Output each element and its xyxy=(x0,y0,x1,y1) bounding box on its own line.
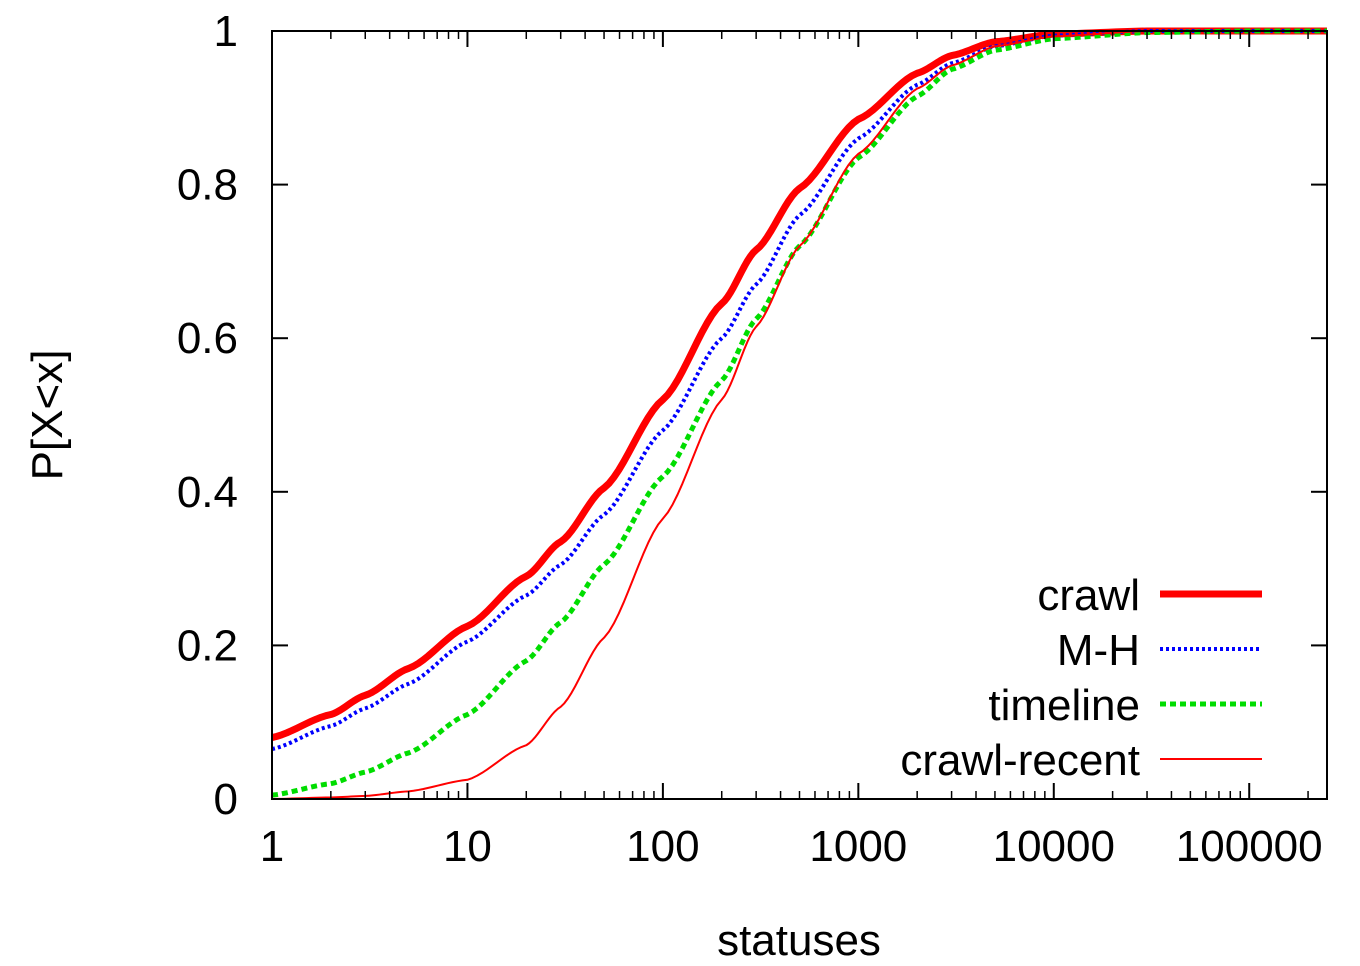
series-crawl-line xyxy=(271,27,1327,741)
plot-frame xyxy=(271,30,1328,800)
legend: crawl M-H timeline crawl-recent xyxy=(900,571,1262,785)
y-tick-label: 1 xyxy=(214,7,238,56)
y-tick-label: 0 xyxy=(214,775,238,824)
y-tick-label: 0.8 xyxy=(177,161,238,210)
legend-label-crawl-recent: crawl-recent xyxy=(900,736,1140,785)
x-tick-label: 100 xyxy=(626,822,699,871)
tick-labels: 1 10 100 1000 10000 100000 0 0.2 0.4 0.6 0.8 1 xyxy=(177,7,1323,871)
y-axis-label: P[X<x] xyxy=(23,350,72,481)
y-tick-label: 0.4 xyxy=(177,468,238,517)
legend-label-crawl: crawl xyxy=(1037,571,1140,620)
y-tick-label: 0.6 xyxy=(177,314,238,363)
x-tick-label: 1 xyxy=(260,822,284,871)
series-m-h-line xyxy=(271,29,1327,752)
x-tick-label: 10000 xyxy=(993,822,1115,871)
legend-label-m-h: M-H xyxy=(1057,626,1140,675)
y-tick-label: 0.2 xyxy=(177,621,238,670)
plot-lines xyxy=(271,27,1327,800)
x-tick-label: 10 xyxy=(443,822,492,871)
series-crawl-recent-line xyxy=(271,30,1327,800)
x-tick-label: 100000 xyxy=(1176,822,1323,871)
x-axis-label: statuses xyxy=(717,916,881,965)
legend-label-timeline: timeline xyxy=(988,681,1140,730)
x-tick-label: 1000 xyxy=(809,822,907,871)
axis-ticks xyxy=(271,30,1327,800)
series-timeline-line xyxy=(271,28,1327,798)
